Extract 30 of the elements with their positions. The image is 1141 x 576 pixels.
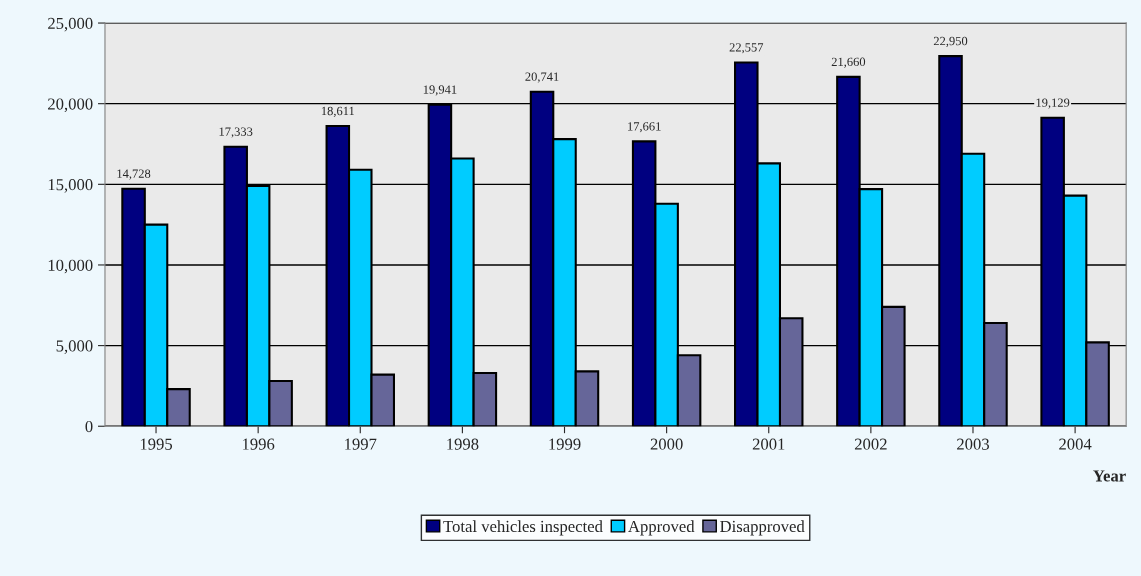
y-tick-label: 20,000 — [48, 98, 93, 113]
data-label: 14,728 — [117, 169, 151, 180]
x-tick-label: 2004 — [1059, 438, 1092, 450]
y-tick-label: 25,000 — [48, 17, 93, 32]
data-label: 20,741 — [525, 72, 559, 83]
data-label: 17,333 — [219, 127, 253, 138]
legend-label: Disapproved — [720, 520, 805, 536]
x-tick-label: 1999 — [549, 438, 581, 450]
y-tick-label: 0 — [85, 420, 93, 433]
x-axis-title: Year — [1093, 470, 1126, 482]
data-label: 22,557 — [729, 43, 764, 54]
data-label: 22,950 — [933, 36, 968, 48]
x-tick-label: 1996 — [242, 438, 275, 450]
data-label: 17,661 — [628, 122, 661, 133]
y-tick-label: 15,000 — [48, 179, 93, 193]
data-label: 21,660 — [831, 57, 866, 68]
x-tick-label: 1995 — [140, 438, 173, 450]
data-label: 19,941 — [423, 85, 457, 96]
legend-label: Total vehicles inspected — [443, 520, 603, 536]
y-tick-label: 10,000 — [48, 259, 93, 274]
x-tick-label: 2001 — [752, 438, 785, 450]
x-tick-label: 2002 — [854, 438, 887, 450]
data-label: 19,129 — [1036, 98, 1070, 109]
x-tick-label: 2003 — [957, 438, 989, 450]
x-tick-label: 1998 — [447, 438, 479, 450]
y-tick-label: 5,000 — [56, 340, 93, 354]
x-tick-label: 1997 — [345, 438, 377, 450]
data-label: 18,611 — [321, 106, 355, 118]
legend-label: Approved — [628, 520, 695, 536]
x-tick-label: 2000 — [650, 438, 683, 450]
